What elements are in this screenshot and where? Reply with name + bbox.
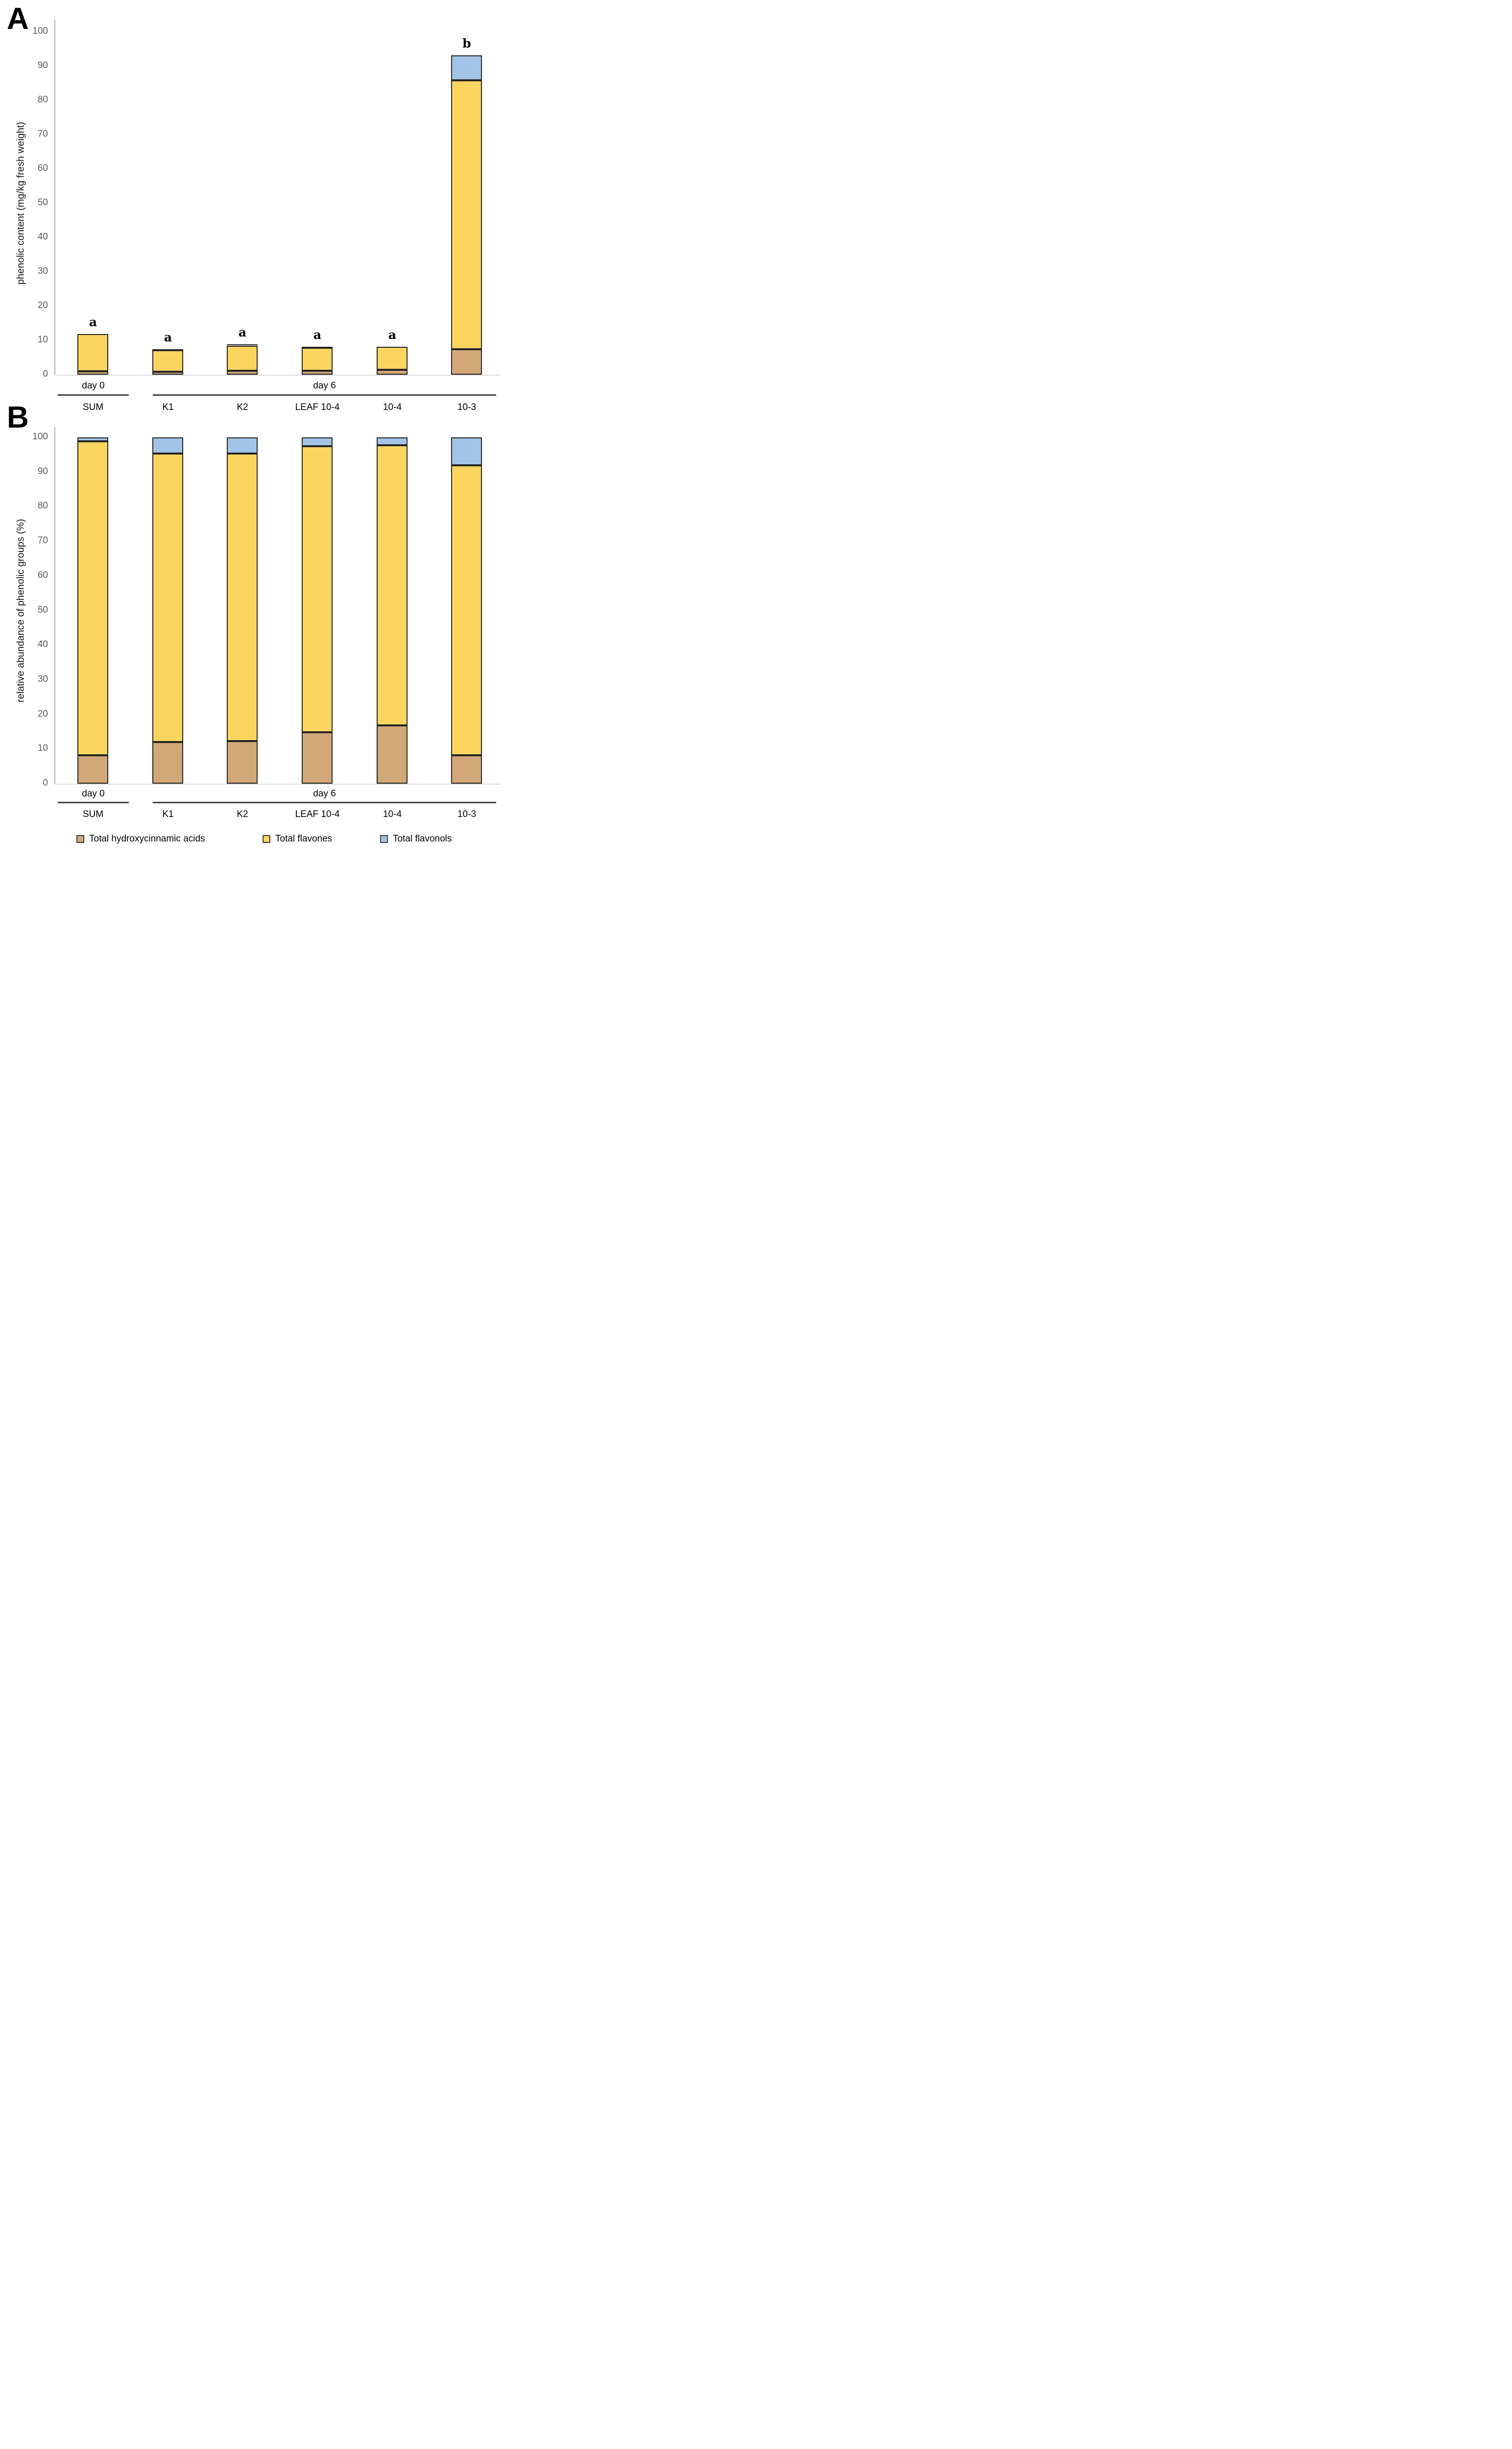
y-axis-line-panel-b (54, 427, 55, 784)
bar-b-10-4-segment-total-flavonols (377, 437, 408, 446)
x-axis-line-panel-a (55, 375, 501, 376)
category-label-b-leaf-10-4: LEAF 10-4 (295, 809, 340, 819)
category-label-a-leaf-10-4: LEAF 10-4 (295, 402, 340, 412)
bar-b-sum-segment-total-hydroxycinnamic-acids (77, 755, 108, 784)
legend-swatch-total-flavones (263, 835, 270, 843)
bar-b-k2-segment-total-flavones (227, 453, 258, 742)
bar-b-k1-segment-total-flavonols (152, 437, 183, 454)
significance-letter-a-10-4: a (388, 327, 397, 342)
significance-letter-a-k1: a (164, 330, 172, 344)
bar-a-k2-segment-total-flavonols (227, 344, 258, 346)
group-underline-a-day-0 (58, 394, 129, 396)
bar-a-sum-segment-total-flavonols (77, 334, 108, 335)
category-label-a-10-3: 10-3 (457, 402, 477, 412)
group-label-b-day-0: day 0 (82, 789, 105, 799)
bar-b-k2-segment-total-flavonols (227, 437, 258, 454)
bar-b-10-3-segment-total-flavonols (451, 437, 482, 465)
bar-a-leaf-10-4-segment-total-flavones (302, 347, 333, 371)
legend-item-total-hydroxycinnamic-acids: Total hydroxycinnamic acids (76, 834, 205, 844)
bar-a-10-3-segment-total-flavonols (451, 55, 482, 80)
bar-b-k2-segment-total-hydroxycinnamic-acids (227, 741, 258, 784)
legend-label: Total flavones (275, 834, 333, 844)
category-label-b-sum: SUM (82, 809, 104, 819)
bar-a-sum-segment-total-hydroxycinnamic-acids (77, 371, 108, 375)
legend-label: Total flavonols (393, 834, 452, 844)
panel-b-label: B (7, 401, 29, 434)
bar-a-k1-segment-total-hydroxycinnamic-acids (152, 371, 183, 375)
bar-a-10-4-segment-total-flavones (377, 347, 408, 370)
bar-a-10-3-segment-total-flavones (451, 80, 482, 350)
bar-a-leaf-10-4-segment-total-hydroxycinnamic-acids (302, 370, 333, 375)
y-axis-title-panel-b: relative abundance of phenolic groups (%… (15, 519, 26, 702)
bar-b-10-4-segment-total-hydroxycinnamic-acids (377, 725, 408, 784)
category-label-a-10-4: 10-4 (383, 402, 402, 412)
legend-item-total-flavones: Total flavones (263, 834, 332, 844)
bar-a-k2-segment-total-hydroxycinnamic-acids (227, 371, 258, 375)
bar-a-10-4-segment-total-flavonols (377, 346, 408, 348)
category-label-a-k1: K1 (162, 402, 174, 412)
group-underline-b-day-0 (58, 802, 129, 803)
legend-label: Total hydroxycinnamic acids (89, 834, 205, 844)
group-label-a-day-0: day 0 (82, 381, 105, 391)
group-underline-b-day-6 (153, 802, 496, 803)
category-label-a-sum: SUM (82, 402, 104, 412)
bar-b-leaf-10-4-segment-total-hydroxycinnamic-acids (302, 732, 333, 784)
group-label-a-day-6: day 6 (313, 381, 336, 391)
significance-letter-a-k2: a (238, 325, 247, 339)
significance-letter-a-10-3: b (462, 36, 471, 51)
bar-b-10-3-segment-total-flavones (451, 465, 482, 755)
category-label-b-10-4: 10-4 (383, 809, 402, 819)
bar-b-k1-segment-total-flavones (152, 454, 183, 743)
bar-a-10-3-segment-total-hydroxycinnamic-acids (451, 349, 482, 375)
category-label-b-k2: K2 (237, 809, 248, 819)
bar-b-sum-segment-total-flavonols (77, 437, 108, 442)
bar-a-k1-segment-total-flavonols (152, 349, 183, 350)
x-axis-line-panel-b (55, 784, 501, 785)
bar-a-sum-segment-total-flavones (77, 334, 108, 371)
bar-a-10-4-segment-total-hydroxycinnamic-acids (377, 370, 408, 375)
significance-letter-a-leaf-10-4: a (313, 328, 322, 342)
category-label-b-10-3: 10-3 (457, 809, 477, 819)
chart-layer: 0 10 20 30 40 50 60 70 80 90 100 a SUM a K1 a K2 a LEAF 10… (0, 0, 504, 853)
bar-a-k2-segment-total-flavones (227, 345, 258, 371)
y-axis-line-panel-a (54, 20, 55, 375)
figure: A B phenolic content (mg/kg fresh weight… (0, 0, 504, 853)
significance-letter-a-sum: a (89, 314, 97, 329)
bar-b-10-3-segment-total-hydroxycinnamic-acids (451, 755, 482, 784)
group-underline-a-day-6 (153, 394, 496, 396)
bar-b-10-4-segment-total-flavones (377, 445, 408, 726)
legend-swatch-total-flavonols (380, 835, 388, 843)
panel-a-label: A (7, 2, 29, 36)
bar-b-leaf-10-4-segment-total-flavones (302, 446, 333, 733)
category-label-a-k2: K2 (237, 402, 248, 412)
legend: Total hydroxycinnamic acids Total flavone… (0, 0, 504, 853)
bar-b-sum-segment-total-flavones (77, 441, 108, 755)
bar-b-k1-segment-total-hydroxycinnamic-acids (152, 742, 183, 784)
bar-a-leaf-10-4-segment-total-flavonols (302, 347, 333, 348)
bar-a-k1-segment-total-flavones (152, 350, 183, 372)
bar-b-leaf-10-4-segment-total-flavonols (302, 437, 333, 447)
legend-swatch-total-hydroxycinnamic-acids (76, 835, 84, 843)
y-axis-title-panel-a: phenolic content (mg/kg fresh weight) (15, 121, 26, 285)
category-label-b-k1: K1 (162, 809, 174, 819)
legend-item-total-flavonols: Total flavonols (380, 834, 452, 844)
group-label-b-day-6: day 6 (313, 789, 336, 799)
